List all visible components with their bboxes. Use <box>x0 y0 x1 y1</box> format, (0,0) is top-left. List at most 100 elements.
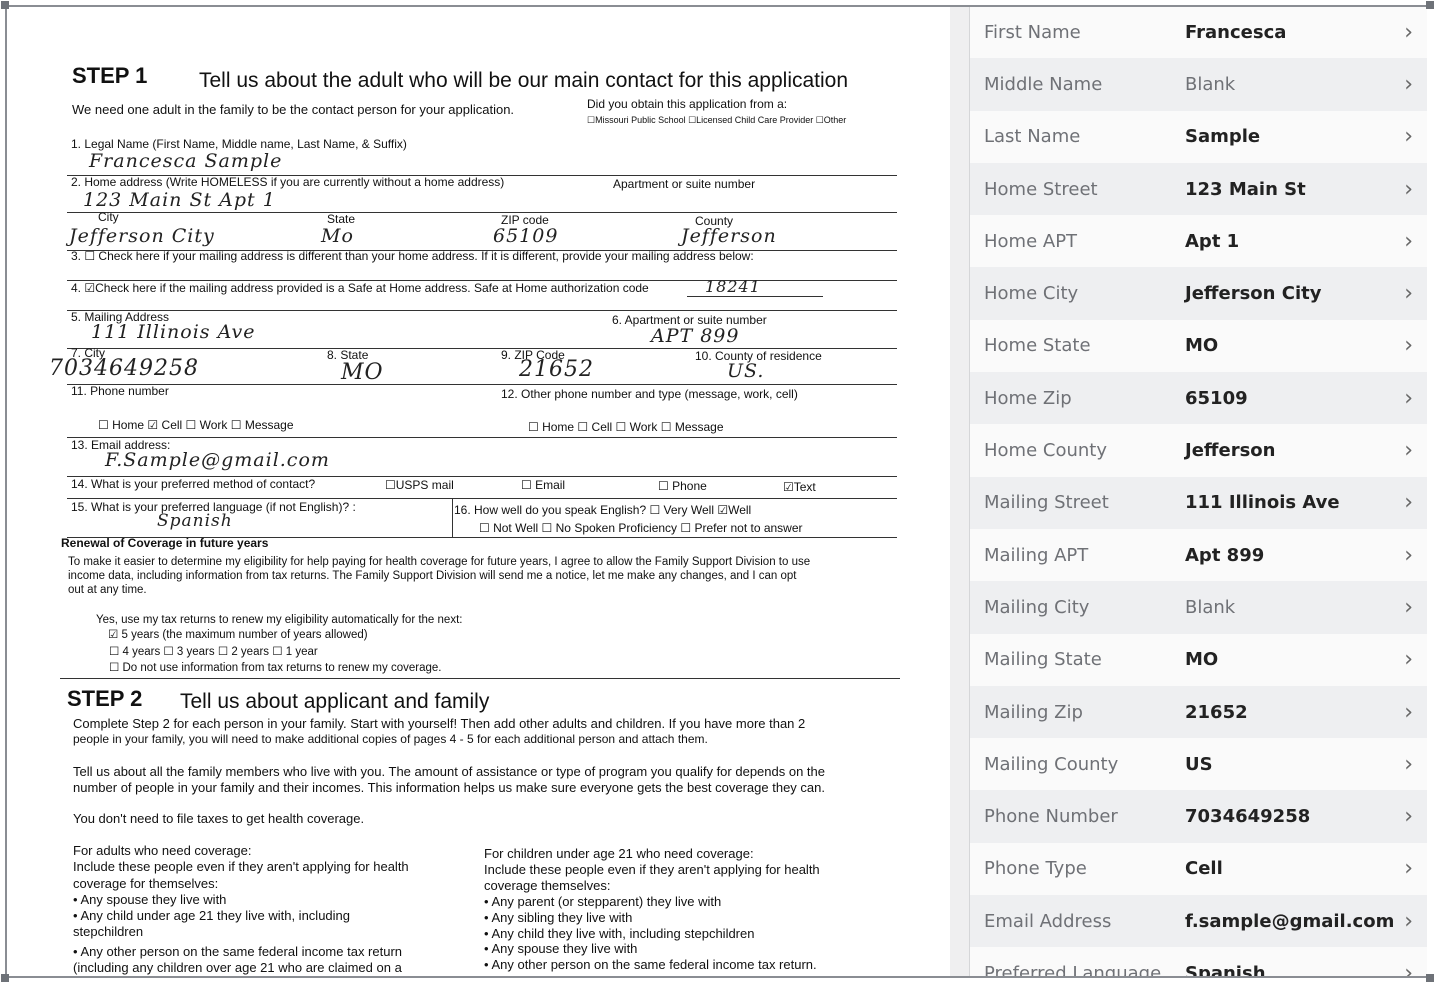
chevron-right-icon[interactable]: › <box>1404 71 1413 97</box>
field-row[interactable]: Mailing APT Apt 899 › <box>970 528 1427 582</box>
field-row[interactable]: Home City Jefferson City › <box>970 267 1427 320</box>
field-value: US <box>1185 753 1213 775</box>
step1-label: STEP 1 <box>72 63 148 88</box>
field-row[interactable]: Preferred Language Spanish › <box>970 947 1427 978</box>
renewal-text-3: out at any time. <box>68 584 147 596</box>
list-line: Include these people even if they aren't… <box>73 859 409 875</box>
chevron-right-icon[interactable]: › <box>1404 333 1413 359</box>
field-row[interactable]: Home APT Apt 1 › <box>970 215 1427 268</box>
adults-coverage-list: For adults who need coverage: Include th… <box>73 843 409 976</box>
chevron-right-icon[interactable]: › <box>1404 281 1413 307</box>
chevron-right-icon[interactable]: › <box>1404 647 1413 673</box>
chevron-right-icon[interactable]: › <box>1404 438 1413 464</box>
field-row[interactable]: Phone Number 7034649258 › <box>970 790 1427 843</box>
q7-label: 7. City <box>71 346 106 360</box>
q4-label: 4. ☑Check here if the mailing address pr… <box>71 281 649 295</box>
chevron-right-icon[interactable]: › <box>1404 804 1413 830</box>
field-row[interactable]: Middle Name Blank › <box>970 58 1427 111</box>
q5-label: 5. Mailing Address <box>71 310 170 324</box>
step2-text-3: Tell us about all the family members who… <box>73 764 825 779</box>
chevron-right-icon[interactable]: › <box>1404 542 1413 568</box>
q2-answer: 123 Main St Apt 1 <box>83 189 276 211</box>
other-phone-type-options: ☐ Home ☐ Cell ☐ Work ☐ Message <box>528 420 724 434</box>
chevron-right-icon[interactable]: › <box>1404 228 1413 254</box>
list-line: • Any parent (or stepparent) they live w… <box>484 893 722 909</box>
field-label: Home State <box>984 335 1091 357</box>
list-line: • Any other person on the same federal i… <box>484 957 817 973</box>
field-label: Preferred Language <box>984 962 1162 978</box>
field-row[interactable]: Home State MO › <box>970 319 1427 373</box>
q10-label: 10. County of residence <box>695 349 822 363</box>
field-label: First Name <box>984 21 1081 43</box>
q5-answer: 111 Illinois Ave <box>91 321 256 343</box>
q8-label: 8. State <box>327 348 369 362</box>
renewal-other-years: ☐ 4 years ☐ 3 years ☐ 2 years ☐ 1 year <box>109 646 318 658</box>
contact-email-option: ☐ Email <box>521 478 566 492</box>
chevron-right-icon[interactable]: › <box>1404 594 1413 620</box>
field-value: 7034649258 <box>1185 806 1311 828</box>
chevron-right-icon[interactable]: › <box>1404 908 1413 934</box>
q16-label: 16. How well do you speak English? ☐ Ver… <box>454 503 752 517</box>
extracted-fields-list: First Name Francesca › Middle Name Blank › Las… <box>970 6 1427 978</box>
field-label: Home APT <box>984 230 1078 252</box>
q13-label: 13. Email address: <box>71 438 171 452</box>
chevron-right-icon[interactable]: › <box>1404 176 1413 202</box>
field-label: Mailing Street <box>984 492 1109 514</box>
resize-handle[interactable] <box>1426 1 1434 9</box>
field-row[interactable]: First Name Francesca › <box>970 6 1427 59</box>
chevron-right-icon[interactable]: › <box>1404 699 1413 725</box>
zip-label: ZIP code <box>501 213 549 227</box>
contact-phone-option: ☐ Phone <box>658 479 707 493</box>
field-value: 111 Illinois Ave <box>1185 492 1340 514</box>
resize-handle[interactable] <box>1426 974 1434 982</box>
list-line: stepchildren <box>73 924 144 940</box>
q15-label: 15. What is your preferred language (if … <box>71 500 356 514</box>
renewal-text-1: To make it easier to determine my eligib… <box>68 556 811 568</box>
chevron-right-icon[interactable]: › <box>1404 751 1413 777</box>
field-row[interactable]: Phone Type Cell › <box>970 842 1427 896</box>
q6-answer: APT 899 <box>651 325 740 347</box>
chevron-right-icon[interactable]: › <box>1404 490 1413 516</box>
q14-label: 14. What is your preferred method of con… <box>71 477 316 491</box>
resize-handle[interactable] <box>1 974 9 982</box>
field-row[interactable]: Mailing State MO › <box>970 633 1427 686</box>
field-label: Home Zip <box>984 387 1072 409</box>
chevron-right-icon[interactable]: › <box>1404 124 1413 150</box>
step2-text-4: number of people in your family and thei… <box>73 780 825 795</box>
field-value: Jefferson <box>1185 440 1276 462</box>
list-line: For children under age 21 who need cover… <box>484 846 754 861</box>
field-label: Mailing County <box>984 753 1119 775</box>
chevron-right-icon[interactable]: › <box>1404 960 1413 978</box>
list-line: • Any sibling they live with <box>484 909 633 925</box>
field-row[interactable]: Home Street 123 Main St › <box>970 162 1427 216</box>
chevron-right-icon[interactable]: › <box>1404 385 1413 411</box>
field-label: Home City <box>984 283 1079 305</box>
field-row[interactable]: Mailing City Blank › <box>970 581 1427 634</box>
q15-answer: Spanish <box>157 511 233 531</box>
field-row[interactable]: Mailing Zip 21652 › <box>970 685 1427 739</box>
q9-label: 9. ZIP Code <box>501 348 565 362</box>
field-row[interactable]: Email Address f.sample@gmail.com › <box>970 895 1427 948</box>
field-value: Cell <box>1185 858 1223 880</box>
field-row[interactable]: Home Zip 65109 › <box>970 372 1427 425</box>
renewal-yes: Yes, use my tax returns to renew my elig… <box>96 614 463 626</box>
chevron-right-icon[interactable]: › <box>1404 856 1413 882</box>
field-row[interactable]: Mailing County US › <box>970 738 1427 791</box>
q1-label: 1. Legal Name (First Name, Middle name, … <box>71 137 407 151</box>
field-row[interactable]: Last Name Sample › <box>970 110 1427 163</box>
field-row[interactable]: Home County Jefferson › <box>970 424 1427 477</box>
list-line: • Any child they live with, including st… <box>484 925 755 941</box>
field-row[interactable]: Mailing Street 111 Illinois Ave › <box>970 476 1427 529</box>
field-label: Mailing Zip <box>984 701 1083 723</box>
q4-answer: 18241 <box>705 277 761 296</box>
chevron-right-icon[interactable]: › <box>1404 19 1413 45</box>
q1-answer: Francesca Sample <box>89 150 283 172</box>
renewal-text-2: income data, including information from … <box>68 570 797 582</box>
children-coverage-list: For children under age 21 who need cover… <box>484 846 820 973</box>
resize-handle[interactable] <box>1 1 9 9</box>
list-line: • Any spouse they live with <box>73 891 227 907</box>
intro-text: We need one adult in the family to be th… <box>72 102 515 117</box>
field-value: Apt 1 <box>1185 230 1240 252</box>
field-value: f.sample@gmail.com <box>1185 910 1395 932</box>
field-label: Mailing State <box>984 649 1102 671</box>
